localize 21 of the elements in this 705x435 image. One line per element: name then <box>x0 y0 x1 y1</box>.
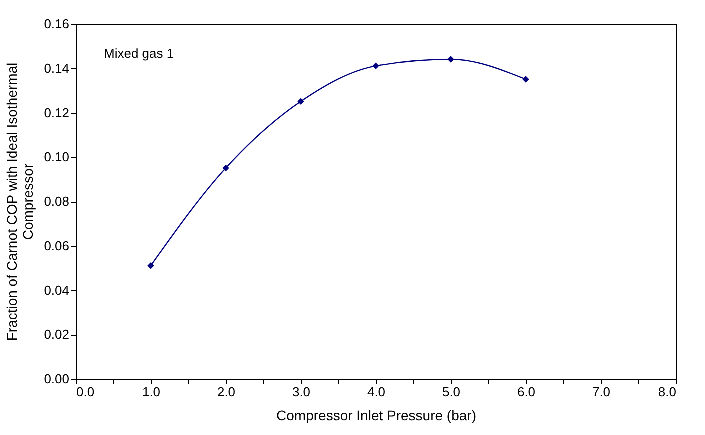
x-tick-label: 3.0 <box>292 384 311 400</box>
annotation: Mixed gas 1 <box>104 46 174 61</box>
x-tick-label: 8.0 <box>658 384 676 400</box>
y-tick-label: 0.16 <box>44 16 70 32</box>
y-tick-label: 0.14 <box>44 60 70 76</box>
x-tick-label: 1.0 <box>142 384 161 400</box>
x-tick-label: 5.0 <box>442 384 461 400</box>
x-tick-label: 6.0 <box>517 384 536 400</box>
y-tick-label: 0.10 <box>44 150 70 165</box>
y-tick-label: 0.08 <box>44 194 70 209</box>
x-tick-label: 7.0 <box>592 384 611 400</box>
y-axis-title: Fraction of Carnot COP with Ideal Isothermal Compressor <box>4 62 36 342</box>
x-tick-label: 4.0 <box>367 384 386 400</box>
y-tick-label: 0.12 <box>44 105 70 120</box>
y-tick-label: 0.02 <box>44 327 70 342</box>
y-tick-label: 0.00 <box>44 372 70 386</box>
y-tick-label: 0.04 <box>44 282 70 298</box>
x-tick-label: 0.0 <box>76 384 95 400</box>
x-axis-title: Compressor Inlet Pressure (bar) <box>276 408 476 424</box>
y-tick-label: 0.06 <box>44 238 70 254</box>
x-tick-label: 2.0 <box>217 384 236 400</box>
